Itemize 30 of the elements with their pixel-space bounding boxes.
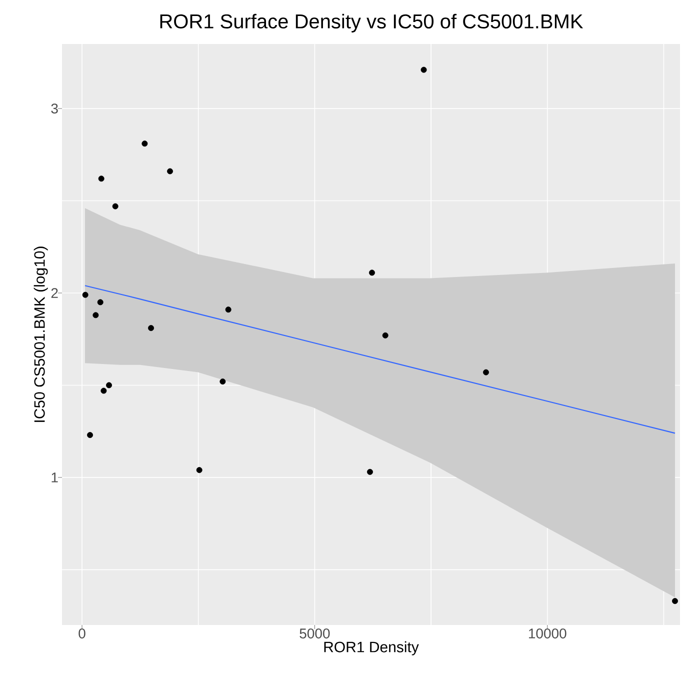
y-tick-label: 2 [51, 288, 58, 298]
x-tick-label: 10000 [528, 628, 566, 638]
point [220, 378, 226, 385]
point [142, 140, 148, 147]
y-tick-label: 1 [52, 472, 58, 482]
point [92, 312, 99, 318]
y-tick-label: 3 [51, 104, 58, 114]
point [420, 66, 427, 73]
point [368, 270, 375, 276]
point [100, 388, 107, 394]
x-axis-title: ROR1 Density [324, 641, 419, 656]
point [82, 292, 88, 298]
point [382, 332, 388, 338]
point [97, 299, 104, 306]
chart-title: ROR1 Surface Density vs IC50 of CS5001.BMK [160, 14, 584, 32]
point [167, 168, 174, 174]
point [482, 369, 489, 376]
point [112, 203, 118, 210]
point [225, 306, 232, 313]
point [87, 432, 94, 438]
point [148, 325, 154, 332]
point [98, 176, 104, 182]
point [196, 467, 202, 474]
line-series [84, 285, 676, 434]
y-axis-title: IC50 CS5001.BMK (log10) [34, 246, 48, 422]
point [366, 468, 373, 475]
x-tick-label: 5000 [300, 628, 330, 638]
point [672, 598, 678, 604]
x-tick-label: 0 [78, 628, 86, 638]
point [106, 382, 112, 388]
